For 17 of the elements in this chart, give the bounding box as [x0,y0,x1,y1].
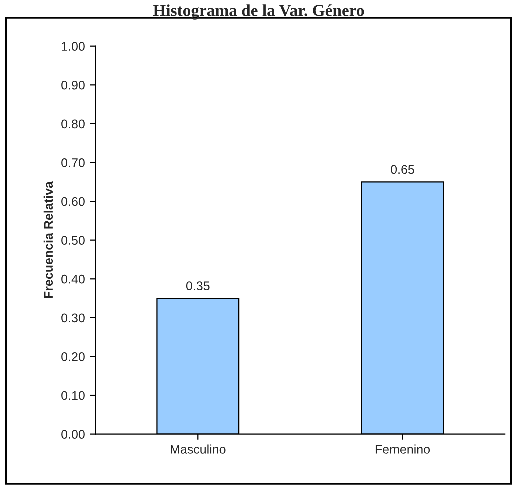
data-label: 0.35 [186,282,210,291]
y-tick-label: 0.10 [62,391,85,400]
y-axis-title: Frecuencia Relativa [44,182,54,298]
y-tick-label: 0.70 [62,158,85,168]
y-tick-label: 0.60 [62,197,85,206]
y-tick-label: 0.40 [62,274,85,284]
y-tick-label: 1.00 [62,42,85,52]
x-tick-label: Femenino [376,444,430,454]
y-tick-label: 0.80 [62,120,85,129]
data-label: 0.65 [391,165,414,174]
chart-title: Histograma de la Var. Género [153,4,364,20]
y-tick-label: 0.30 [62,314,85,323]
y-tick-label: 0.00 [62,430,85,439]
y-tick-label: 0.20 [62,352,85,362]
y-tick-label: 0.50 [62,236,85,245]
x-tick-label: Masculino [171,444,226,454]
y-tick-label: 0.90 [62,80,85,90]
